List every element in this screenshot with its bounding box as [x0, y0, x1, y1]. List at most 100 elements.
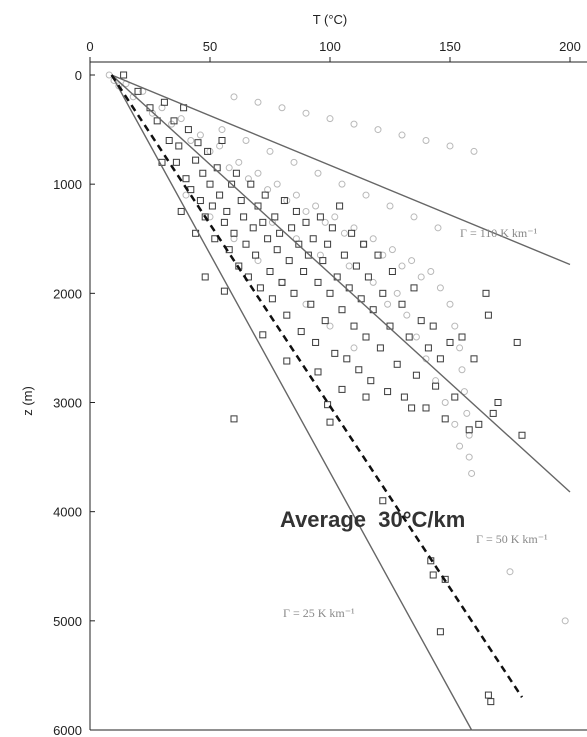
square-data-point — [170, 117, 178, 125]
circle-data-point — [244, 175, 252, 183]
circle-data-point — [230, 235, 238, 243]
square-data-point — [201, 273, 209, 281]
square-data-point — [441, 575, 449, 583]
square-data-point — [278, 278, 286, 286]
circle-data-point — [268, 218, 276, 226]
circle-data-point — [187, 137, 195, 144]
square-data-point — [194, 139, 202, 147]
square-data-point — [242, 240, 250, 248]
square-data-point — [283, 357, 291, 365]
y-tick-label: 5000 — [53, 614, 82, 629]
square-data-point — [172, 158, 180, 166]
circle-data-point — [458, 366, 466, 374]
square-data-point — [261, 191, 269, 199]
circle-data-point — [456, 344, 464, 352]
square-data-point — [422, 404, 430, 412]
circle-data-point — [386, 202, 394, 210]
square-data-point — [201, 213, 209, 221]
circle-data-point — [451, 420, 459, 428]
square-data-point — [374, 251, 382, 259]
x-tick-label: 200 — [559, 39, 581, 54]
square-data-point — [324, 401, 332, 409]
square-data-point — [364, 273, 372, 281]
square-data-point — [208, 202, 216, 210]
y-tick-label: 6000 — [53, 723, 82, 737]
circle-data-point — [331, 213, 339, 221]
square-data-point — [312, 338, 320, 346]
square-data-point — [393, 360, 401, 368]
square-data-point — [184, 126, 192, 134]
circle-data-point — [264, 186, 272, 194]
circle-data-point — [340, 229, 348, 237]
square-data-point — [153, 117, 161, 125]
circle-data-point — [196, 131, 204, 139]
y-axis-title: z (m) — [20, 386, 35, 416]
circle-data-point — [338, 180, 346, 188]
circle-data-point — [369, 235, 377, 243]
circle-data-point — [427, 268, 435, 275]
square-data-point — [300, 268, 308, 275]
square-data-point — [259, 331, 267, 339]
circle-data-point — [456, 442, 464, 450]
square-data-point — [338, 306, 346, 314]
square-data-point — [177, 207, 185, 215]
circle-data-point — [326, 115, 334, 123]
circle-data-point — [254, 98, 262, 106]
square-data-point — [182, 175, 190, 183]
circle-data-point — [398, 262, 406, 270]
square-data-point — [470, 355, 478, 363]
circle-data-point — [158, 104, 166, 112]
circle-data-point — [441, 399, 449, 406]
gradient-line-label: Γ = 50 K km⁻¹ — [476, 532, 548, 546]
y-tick-label: 4000 — [53, 505, 82, 520]
square-data-point — [379, 289, 387, 297]
square-data-point — [376, 344, 384, 352]
square-data-point — [247, 180, 255, 188]
circle-data-point — [206, 213, 214, 221]
circle-data-point — [470, 147, 478, 155]
x-tick-label: 150 — [439, 39, 461, 54]
circle-data-point — [410, 213, 418, 221]
x-tick-label: 50 — [203, 39, 217, 54]
square-data-point — [336, 202, 344, 210]
square-data-point — [400, 393, 408, 401]
circle-data-point — [218, 126, 226, 134]
square-data-point — [187, 186, 195, 194]
square-data-point — [256, 284, 264, 292]
square-data-point — [232, 169, 240, 177]
circle-data-point — [302, 207, 310, 215]
circle-data-point — [235, 158, 243, 166]
circle-data-point — [278, 104, 286, 112]
square-data-point — [165, 137, 173, 144]
circle-data-point — [206, 147, 214, 155]
square-data-point — [362, 333, 370, 341]
square-data-point — [326, 418, 334, 426]
square-data-point — [326, 289, 334, 297]
square-data-point — [264, 235, 272, 243]
square-data-point — [355, 366, 363, 374]
circle-data-point — [266, 147, 274, 155]
square-data-point — [482, 289, 490, 297]
square-data-point — [352, 262, 360, 270]
square-data-point — [328, 224, 336, 232]
y-tick-label: 1000 — [53, 177, 82, 192]
square-data-point — [230, 415, 238, 423]
square-data-point — [340, 251, 348, 259]
square-data-point — [252, 251, 260, 259]
circle-data-point — [273, 180, 281, 188]
square-data-point — [475, 420, 483, 428]
square-data-point — [280, 197, 288, 205]
square-data-point — [228, 180, 236, 188]
circle-data-point — [290, 158, 298, 166]
square-data-point — [432, 382, 440, 390]
circle-data-point — [506, 568, 514, 576]
circle-data-point — [350, 344, 358, 352]
circle-data-point — [216, 142, 224, 150]
circle-data-point — [369, 278, 377, 286]
circle-data-point — [436, 284, 444, 292]
square-data-point — [309, 235, 317, 243]
circle-data-point — [403, 311, 411, 319]
circle-data-point — [350, 120, 358, 128]
square-data-point — [276, 229, 284, 237]
